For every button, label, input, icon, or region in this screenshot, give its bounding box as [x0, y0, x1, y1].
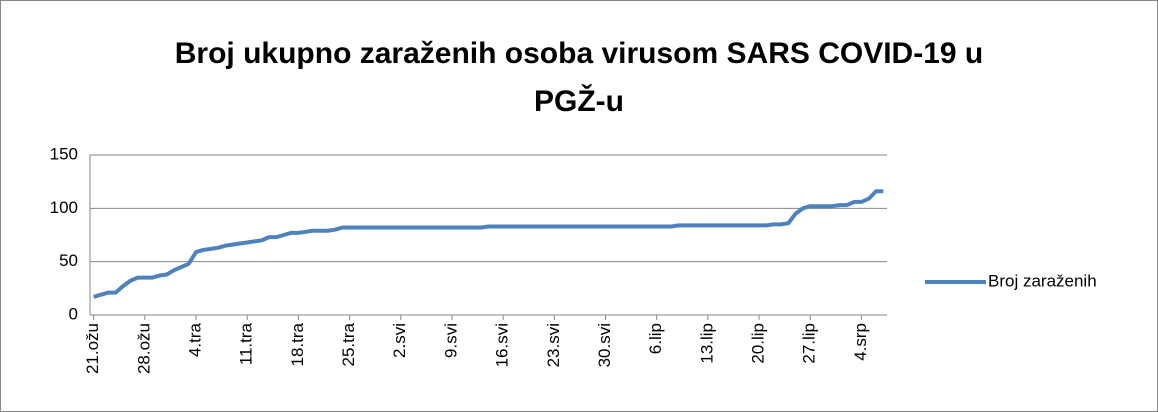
- legend-label: Broj zaraženih: [988, 271, 1097, 290]
- x-tick-label: 23.svi: [544, 323, 563, 367]
- x-tick-label: 11.tra: [237, 322, 256, 365]
- x-tick-label: 2.svi: [390, 323, 409, 358]
- y-tick-label: 150: [50, 144, 78, 163]
- x-tick-label: 28.ožu: [134, 323, 153, 374]
- x-tick-label: 18.tra: [288, 322, 307, 366]
- y-tick-label: 50: [59, 251, 78, 270]
- data-line: [93, 189, 884, 299]
- x-tick-label: 25.tra: [339, 322, 358, 366]
- x-tick-label: 6.lip: [646, 323, 665, 354]
- x-tick-label: 20.lip: [749, 323, 768, 364]
- x-tick-label: 21.ožu: [83, 323, 102, 374]
- x-tick-label: 27.lip: [800, 323, 819, 364]
- x-tick-label: 13.lip: [697, 323, 716, 364]
- x-tick-label: 4.srp: [851, 323, 870, 361]
- x-tick-label: 16.svi: [493, 323, 512, 367]
- x-tick-label: 9.svi: [441, 323, 460, 358]
- x-tick-label: 4.tra: [186, 322, 205, 357]
- x-tick-label: 30.svi: [595, 323, 614, 367]
- y-tick-label: 0: [69, 304, 78, 323]
- y-tick-label: 100: [50, 198, 78, 217]
- chart-title: Broj ukupno zaraženih osoba virusom SARS…: [174, 37, 984, 118]
